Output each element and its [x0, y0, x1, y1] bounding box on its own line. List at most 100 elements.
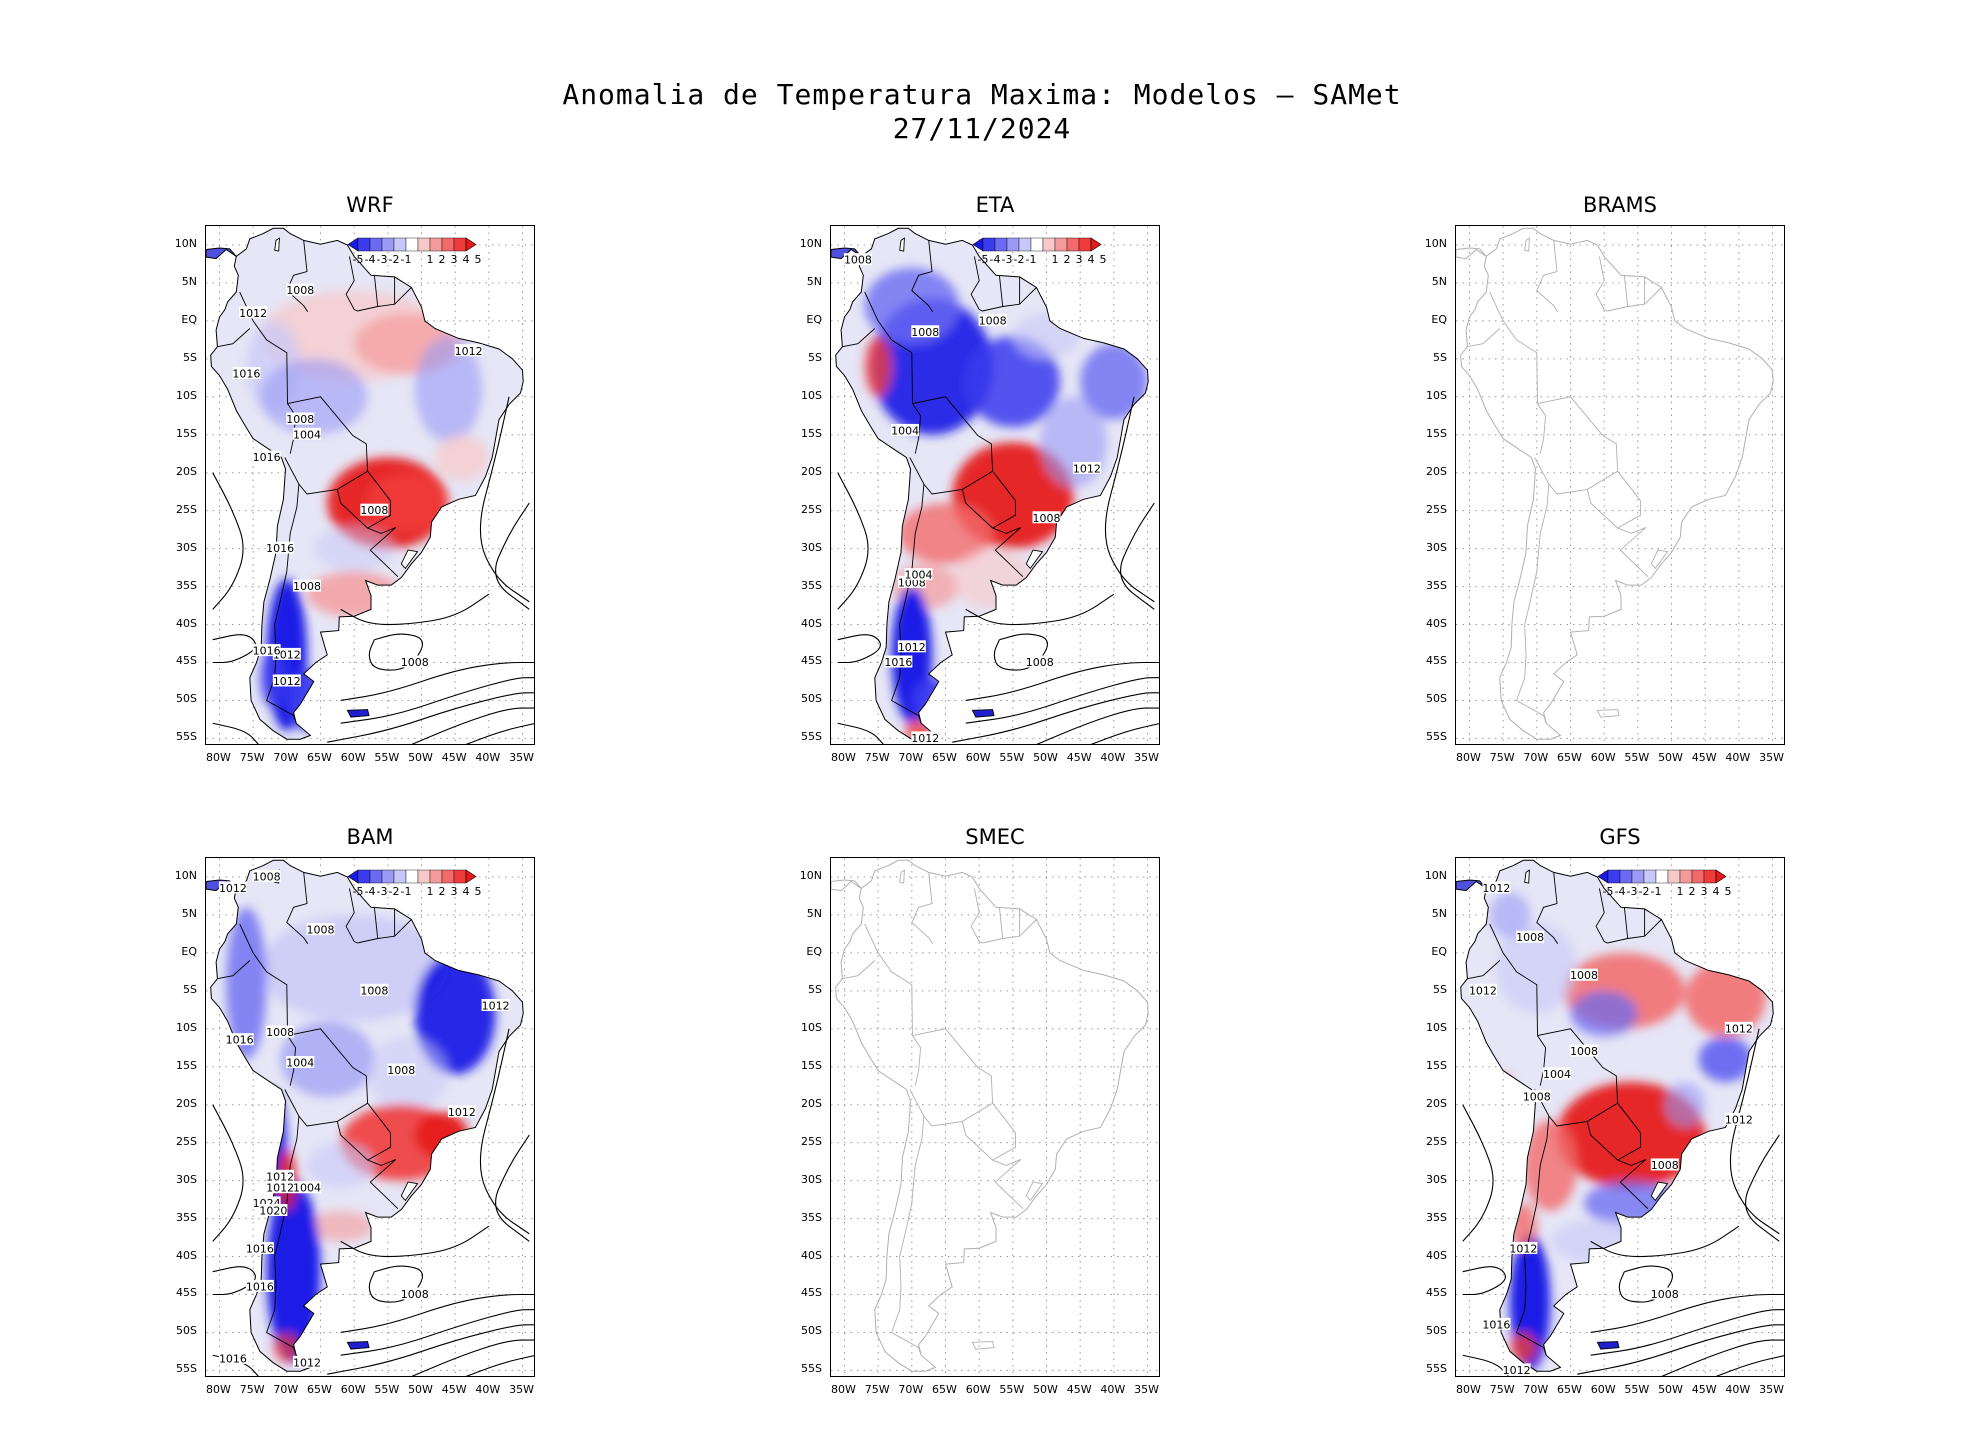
colorbar-tick-label: -1: [1026, 253, 1037, 266]
country-border: [1623, 907, 1629, 939]
lat-tick-label: 40S: [801, 616, 822, 630]
isobar-line: [340, 1225, 490, 1258]
lat-tick-label: 50S: [176, 692, 197, 706]
lat-tick-label: 20S: [176, 1096, 197, 1110]
pressure-label-bg: [293, 427, 322, 440]
pressure-label-bg: [1502, 1363, 1531, 1376]
lon-tick-label: 55W: [1624, 751, 1650, 764]
lon-tick-label: 35W: [1759, 1383, 1784, 1396]
country-border: [1536, 872, 1559, 945]
lon-tick-label: 35W: [1759, 751, 1784, 764]
lon-tick-label: 75W: [239, 751, 265, 764]
lake: [1650, 1181, 1669, 1202]
isobar-line: [837, 722, 884, 744]
pressure-label-bg: [1650, 1287, 1679, 1300]
falkland-islands: [1596, 1341, 1620, 1350]
central-america-coastline: [1456, 879, 1487, 892]
colorbar-segment: [1679, 869, 1693, 884]
lon-tick-label: 40W: [475, 1383, 501, 1396]
isobar-line: [479, 396, 530, 603]
lake: [400, 1181, 419, 1202]
lon-tick-label: 50W: [1658, 751, 1683, 764]
colorbar-segment: [405, 869, 419, 884]
colorbar-tick-label: 1: [1052, 253, 1059, 266]
lat-tick-label: 10S: [1426, 1020, 1447, 1034]
country-border: [345, 888, 412, 944]
pressure-label: 1012: [448, 1106, 476, 1119]
isobar-line: [368, 633, 423, 671]
colorbar-tick-label: -1: [401, 253, 412, 266]
isobar-line: [327, 1324, 534, 1375]
coastline: [1460, 227, 1774, 740]
pressure-label: 1012: [898, 641, 926, 654]
pressure-label-bg: [884, 655, 913, 668]
colorbar-segment: [1619, 869, 1633, 884]
lat-tick-label: 10N: [1424, 236, 1447, 250]
country-border: [367, 526, 399, 578]
falkland-islands: [346, 709, 370, 718]
lon-tick-label: 65W: [307, 1383, 332, 1396]
country-border: [1534, 396, 1619, 495]
lon-tick-label: 50W: [1033, 1383, 1058, 1396]
pressure-label-bg: [252, 450, 281, 463]
country-border: [1595, 888, 1662, 944]
colorbar-tick-label: -1: [1651, 885, 1662, 898]
lat-tick-label: 5S: [1433, 350, 1447, 364]
isobar-line: [212, 722, 259, 744]
country-border: [266, 484, 300, 724]
isobar-line: [465, 723, 534, 744]
map-frame: 1008 1012 1016 1008 1004 1012 1016 1008 1016 1008…: [205, 225, 535, 745]
pressure-label-bg: [360, 503, 389, 516]
country-border: [1617, 1158, 1649, 1210]
anomaly-blob: [307, 571, 402, 617]
country-border: [336, 1102, 391, 1161]
country-border: [992, 1158, 1024, 1210]
pressure-label-bg: [266, 541, 295, 554]
country-border: [842, 328, 876, 348]
colorbar-tick-label: 5: [1725, 885, 1732, 898]
colorbar-segment: [1066, 237, 1080, 252]
pressure-label: 1016: [253, 451, 281, 464]
colorbar-segment: [1667, 869, 1681, 884]
lake: [899, 869, 905, 884]
coastline: [210, 227, 524, 740]
lat-tick-label: 55S: [801, 730, 822, 744]
colorbar-segment: [1655, 869, 1669, 884]
lat-tick-label: 50S: [1426, 1324, 1447, 1338]
lat-tick-label: 20S: [801, 1096, 822, 1110]
lake: [1025, 549, 1044, 570]
colorbar-tick-label: 3: [1701, 885, 1708, 898]
lat-tick-label: EQ: [806, 312, 822, 326]
pressure-label: 1008: [1570, 1045, 1598, 1058]
country-border: [217, 328, 251, 348]
colorbar-tick-label: 5: [475, 253, 482, 266]
pressure-label: 1016: [253, 645, 281, 658]
colorbar-segment: [405, 237, 419, 252]
pressure-label: 1008: [1516, 931, 1544, 944]
isobar-line: [340, 1309, 534, 1356]
pressure-label: 1004: [293, 1182, 321, 1195]
pressure-label-bg: [911, 731, 940, 744]
pressure-label: 1008: [286, 284, 314, 297]
isobar-line: [1590, 1309, 1784, 1356]
lon-tick-label: 60W: [340, 751, 366, 764]
colorbar-tick-label: -3: [1002, 253, 1013, 266]
isobar-line: [965, 593, 1115, 626]
map-frame: [1455, 225, 1785, 745]
colorbar-tick-label: 4: [1088, 253, 1095, 266]
lat-tick-label: 15S: [801, 1058, 822, 1072]
country-border: [1595, 256, 1662, 312]
isobar-line: [837, 634, 881, 664]
lat-tick-label: 5N: [806, 274, 822, 288]
country-border: [911, 240, 934, 313]
pressure-label-bg: [1032, 511, 1061, 524]
isobar-line: [340, 1293, 534, 1333]
lat-tick-label: 25S: [176, 1134, 197, 1148]
lat-tick-label: 15S: [176, 1058, 197, 1072]
country-border: [336, 470, 391, 529]
pressure-label: 1008: [387, 1064, 415, 1077]
falkland-islands: [1596, 709, 1620, 718]
colorbar-tick-label: -4: [365, 885, 376, 898]
anomaly-blob: [280, 1021, 375, 1098]
pressure-label-bg: [259, 1203, 288, 1216]
